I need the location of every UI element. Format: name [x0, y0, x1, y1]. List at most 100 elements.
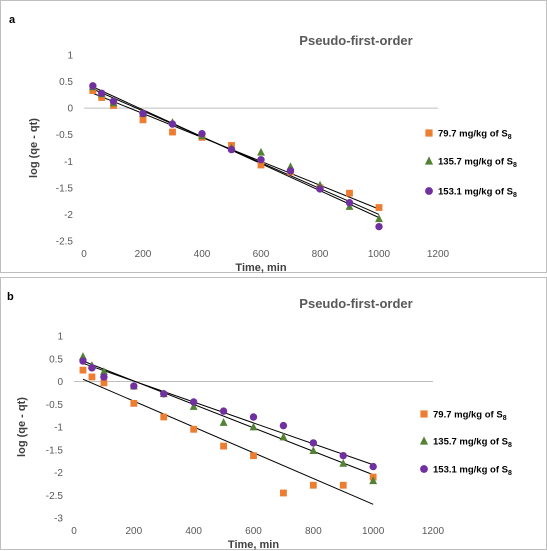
data-point-series-3 [375, 222, 383, 231]
data-point-series-2 [309, 446, 318, 455]
y-tick-label: -1.5 [46, 445, 64, 456]
legend-marker-3 [420, 465, 428, 473]
y-tick-label: 0.5 [59, 77, 73, 88]
panel-label: b [7, 291, 14, 303]
legend-marker-3 [425, 187, 433, 195]
data-point-series-3 [286, 167, 295, 175]
chart-panel-b: b Pseudo-first-order 1 0.5 0 -0.5 -1 -1.5 -2 -2.5… [0, 277, 547, 551]
data-point-series-2 [100, 367, 108, 375]
legend-subscript: 8 [508, 470, 512, 477]
data-point-series-3 [100, 373, 108, 381]
legend-text: 79.7 mg/kg of S [438, 129, 508, 140]
legend-marker-1 [420, 410, 428, 418]
data-point-series-1 [139, 116, 147, 124]
legend-marker-2 [424, 156, 434, 165]
x-tick-label: 1000 [368, 249, 391, 260]
x-axis-label: Time, min [228, 539, 279, 551]
data-point-series-1 [309, 481, 317, 489]
data-point-series-2 [369, 476, 378, 485]
data-point-series-1 [88, 373, 96, 381]
legend-label-3: 153.1 mg/kg of S8 [438, 187, 517, 200]
legend-subscript: 8 [503, 415, 507, 422]
data-point-series-1 [100, 379, 108, 387]
chart-a-svg: a Pseudo-first-order 1 0.5 0 -0.5 -1 -1.5 -2 -2.5… [9, 14, 517, 274]
data-point-series-3 [345, 199, 354, 207]
data-point-series-1 [257, 161, 265, 169]
x-tick-label: 800 [305, 526, 322, 537]
data-point-series-3 [339, 451, 347, 460]
legend-text: 153.1 mg/kg of S [438, 187, 513, 198]
data-point-series-3 [168, 120, 177, 128]
data-point-series-3 [109, 97, 118, 105]
legend-label-1: 79.7 mg/kg of S8 [438, 129, 512, 142]
legend-label-1: 79.7 mg/kg of S8 [433, 410, 507, 423]
data-point-series-3 [130, 382, 138, 390]
data-point-series-1 [79, 366, 87, 374]
x-tick-label: 800 [312, 249, 329, 260]
legend-text: 135.7 mg/kg of S [433, 437, 508, 448]
legend-text: 153.1 mg/kg of S [433, 465, 508, 476]
y-tick-label: -1 [64, 157, 73, 168]
legend-label-3: 153.1 mg/kg of S8 [433, 465, 512, 478]
data-point-series-2 [249, 422, 258, 431]
x-tick-label: 400 [185, 526, 202, 537]
data-point-series-3 [139, 109, 147, 118]
legend-label-2: 135.7 mg/kg of S8 [438, 157, 517, 170]
data-point-series-3 [160, 390, 168, 398]
data-point-series-3 [249, 413, 258, 421]
y-tick-label: -0.5 [46, 400, 64, 411]
chart-panel-a: a Pseudo-first-order 1 0.5 0 -0.5 -1 -1.5 -2 -2.5… [0, 0, 547, 274]
data-point-series-3 [316, 185, 324, 193]
data-point-series-3 [79, 357, 87, 365]
data-point-series-3 [98, 89, 106, 97]
x-tick-label: 200 [135, 249, 152, 260]
data-point-series-3 [219, 407, 228, 415]
y-tick-label: 0 [67, 104, 73, 115]
data-point-series-2 [339, 459, 348, 467]
y-axis-label: log (qe - qt) [16, 397, 28, 457]
data-point-series-1 [190, 425, 198, 433]
data-point-series-1 [89, 87, 97, 95]
y-tick-label: -0.5 [56, 130, 74, 141]
data-point-series-2 [189, 402, 198, 410]
panel-label: a [9, 14, 16, 26]
chart-title: Pseudo-first-order [299, 33, 412, 48]
y-tick-label: 1 [57, 332, 63, 343]
data-point-series-2 [375, 214, 383, 223]
x-tick-label: 200 [125, 526, 142, 537]
data-point-series-1 [339, 481, 347, 489]
data-point-series-1 [98, 94, 106, 101]
data-point-series-3 [189, 398, 198, 406]
data-point-series-3 [309, 439, 318, 447]
legend-subscript: 8 [508, 442, 512, 449]
x-tick-label: 1000 [362, 526, 385, 537]
legend-subscript: 8 [508, 134, 512, 141]
data-point-series-1 [130, 399, 138, 407]
trendline-3 [82, 362, 374, 466]
data-point-series-3 [227, 145, 236, 154]
legend-subscript: 8 [513, 192, 517, 199]
y-tick-label: 0.5 [49, 354, 63, 365]
y-tick-label: 1 [67, 51, 73, 62]
data-point-series-1 [280, 489, 287, 497]
legend-text: 79.7 mg/kg of S [433, 410, 503, 421]
data-point-series-1 [169, 128, 176, 136]
legend-text: 135.7 mg/kg of S [438, 157, 513, 168]
x-tick-label: 0 [81, 249, 87, 260]
chart-title: Pseudo-first-order [299, 296, 412, 311]
data-point-series-3 [369, 462, 377, 471]
data-point-series-1 [375, 204, 383, 211]
legend-marker-1 [425, 129, 433, 137]
legend-subscript: 8 [513, 162, 517, 169]
chart-b-svg: b Pseudo-first-order 1 0.5 0 -0.5 -1 -1.5 -2 -2.5… [7, 291, 512, 551]
x-tick-label: 0 [71, 526, 77, 537]
data-point-series-1 [346, 189, 353, 197]
trendline-3 [92, 86, 380, 219]
x-tick-label: 1200 [427, 249, 450, 260]
data-point-series-2 [257, 147, 265, 156]
y-tick-label: -1.5 [56, 183, 74, 194]
y-tick-label: -2.5 [46, 491, 64, 502]
data-point-series-3 [257, 155, 265, 164]
data-point-series-3 [88, 364, 96, 372]
x-tick-label: 1200 [422, 526, 445, 537]
